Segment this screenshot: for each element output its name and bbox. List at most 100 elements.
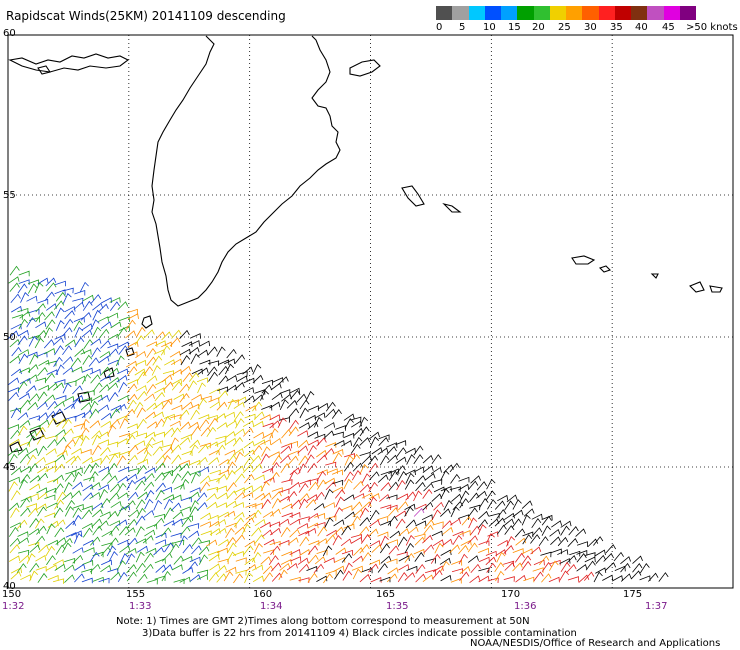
wind-barb xyxy=(359,437,371,446)
wind-barb xyxy=(178,460,190,466)
wind-barb xyxy=(135,515,146,526)
wind-barb xyxy=(350,453,361,464)
wind-barb xyxy=(107,462,118,473)
wind-barb xyxy=(179,437,191,446)
wind-barb xyxy=(109,452,121,458)
wind-barb xyxy=(322,545,333,557)
wind-barb xyxy=(9,355,21,364)
wind-barb xyxy=(142,535,154,544)
wind-barb xyxy=(521,560,532,571)
wind-barb xyxy=(449,518,461,526)
wind-barb xyxy=(81,409,93,419)
wind-barb xyxy=(386,558,398,564)
wind-barb xyxy=(82,354,93,365)
aleutian-island-b xyxy=(689,281,705,293)
wind-barb xyxy=(208,572,219,582)
wind-barb xyxy=(379,543,390,554)
wind-barb xyxy=(20,495,32,502)
wind-barb xyxy=(470,475,481,484)
wind-barb xyxy=(361,473,371,484)
wind-barb xyxy=(125,547,137,555)
wind-barb xyxy=(262,422,274,429)
wind-barb xyxy=(288,455,299,465)
wind-barb xyxy=(270,562,282,572)
wind-barb xyxy=(269,462,280,472)
wind-barb xyxy=(126,423,138,430)
wind-barb xyxy=(127,444,139,455)
wind-barb xyxy=(269,540,281,547)
wind-barb xyxy=(215,518,227,527)
wind-barb xyxy=(110,404,122,411)
wind-barb xyxy=(107,312,119,319)
legend-label: 15 xyxy=(508,22,521,33)
wind-barb xyxy=(36,401,48,410)
wind-barb xyxy=(35,566,47,572)
wind-barb xyxy=(155,455,166,465)
wind-barb xyxy=(45,319,56,330)
wind-barb xyxy=(10,407,21,419)
wind-barb xyxy=(181,470,192,481)
wind-barb xyxy=(26,374,38,382)
wind-barb xyxy=(115,403,127,412)
wind-barb xyxy=(82,300,93,311)
wind-barb xyxy=(386,446,397,456)
wind-barb xyxy=(459,571,470,582)
time-label: 1:34 xyxy=(260,601,283,612)
wind-barb xyxy=(62,293,72,304)
wind-barb xyxy=(308,481,319,492)
wind-barb xyxy=(37,412,49,421)
wind-barb xyxy=(19,419,31,428)
wind-barb xyxy=(423,482,434,492)
wind-barb xyxy=(280,526,291,538)
wind-barb xyxy=(387,515,398,526)
wind-barb xyxy=(74,573,85,583)
wind-barb xyxy=(28,308,40,315)
wind-barb xyxy=(108,551,118,562)
wind-barb xyxy=(281,429,292,439)
wind-barb xyxy=(242,420,254,428)
wind-barb xyxy=(135,499,146,510)
wind-barb xyxy=(127,379,139,385)
wind-barb xyxy=(234,451,244,463)
wind-barb xyxy=(475,490,487,499)
kuril-island-7 xyxy=(9,441,23,453)
wind-barb xyxy=(233,401,245,409)
wind-barb xyxy=(379,520,391,527)
wind-barb xyxy=(17,412,29,421)
wind-barb xyxy=(197,574,209,580)
wind-barb xyxy=(351,515,361,527)
wind-barb xyxy=(8,391,19,401)
wind-barb xyxy=(26,351,38,358)
wind-barb xyxy=(260,453,270,465)
wind-barb xyxy=(62,366,74,375)
wind-barb xyxy=(124,408,136,419)
wind-barb xyxy=(253,542,263,554)
wind-barb xyxy=(163,381,174,391)
wind-barb xyxy=(478,540,490,546)
wind-barb xyxy=(243,440,255,449)
wind-barb xyxy=(161,486,173,493)
wind-barb xyxy=(639,563,650,574)
wind-barb xyxy=(64,574,75,583)
wind-barb xyxy=(261,498,272,510)
wind-barb xyxy=(53,300,65,310)
wind-barb xyxy=(225,437,237,445)
wind-barb xyxy=(189,459,201,466)
wind-barb xyxy=(179,383,190,393)
wind-barb xyxy=(70,357,82,368)
wind-barb xyxy=(71,467,83,474)
wind-barb xyxy=(180,434,192,440)
graticule xyxy=(7,35,733,588)
wind-barb xyxy=(530,546,542,555)
wind-barb xyxy=(216,473,227,483)
wind-barb xyxy=(538,536,549,547)
wind-barb xyxy=(55,291,66,302)
wind-barb xyxy=(200,512,212,520)
wind-barb xyxy=(127,491,139,501)
wind-barb xyxy=(136,326,146,338)
wind-barb xyxy=(358,526,370,536)
wind-barb xyxy=(28,415,40,421)
wind-barb xyxy=(332,449,344,455)
wind-barb xyxy=(29,483,41,491)
wind-barb xyxy=(81,329,93,338)
